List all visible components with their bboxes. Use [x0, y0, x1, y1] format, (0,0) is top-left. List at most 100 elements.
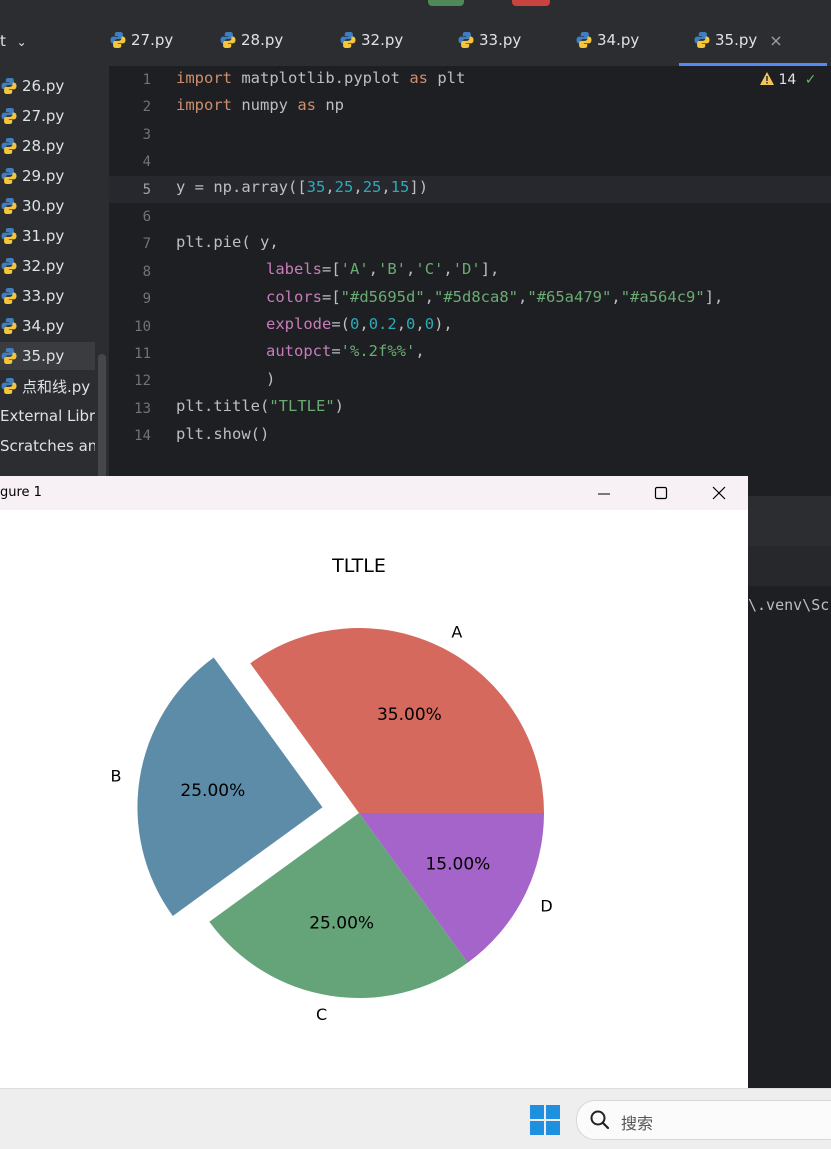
code-line-9: colors=["#d5695d","#5d8ca8","#65a479","#…	[266, 288, 723, 306]
run-indicator[interactable]	[428, 0, 464, 6]
minimize-button[interactable]	[584, 480, 624, 506]
code-line-5: y = np.array([35,25,25,15])	[176, 178, 428, 196]
editor-tab-bar: 27.py 28.py 32.py 33.py 34.py 35.py ×	[109, 14, 831, 67]
code-token: import	[176, 69, 232, 87]
stop-indicator[interactable]	[512, 0, 550, 6]
code-token: =[	[322, 260, 341, 278]
code-token: ,	[518, 288, 528, 306]
pie-slice-a	[250, 628, 544, 813]
code-token: "#5d8ca8"	[434, 288, 519, 306]
pie-pct-label: 25.00%	[309, 914, 374, 934]
maximize-icon	[654, 486, 668, 500]
current-line-highlight	[109, 176, 831, 203]
file-item[interactable]: 31.py	[0, 222, 95, 250]
python-file-icon	[0, 77, 18, 95]
code-token: 'B'	[378, 260, 407, 278]
line-number: 12	[134, 373, 151, 390]
code-token: 25	[334, 178, 354, 196]
file-name: 26.py	[22, 77, 65, 95]
code-token: as	[297, 96, 316, 114]
window-top-strip	[0, 0, 831, 14]
file-item[interactable]: 28.py	[0, 132, 95, 160]
file-item[interactable]: 30.py	[0, 192, 95, 220]
code-token: ,	[396, 315, 407, 333]
run-console: \.venv\Sc	[748, 496, 831, 1088]
close-icon	[712, 486, 726, 500]
python-file-icon	[109, 31, 127, 49]
editor-tab[interactable]: 27.py	[109, 14, 173, 66]
figure-titlebar[interactable]: gure 1	[0, 476, 748, 510]
code-token: ,	[325, 178, 335, 196]
code-token: labels	[266, 260, 322, 278]
pie-slice-d	[359, 813, 544, 963]
windows-logo-icon[interactable]	[530, 1105, 560, 1135]
code-token: 35	[306, 178, 326, 196]
pie-slice-b	[137, 657, 323, 916]
taskbar-search[interactable]: 搜索	[576, 1100, 831, 1140]
inspection-widget[interactable]: 14 ✓	[760, 72, 816, 88]
code-token: colors	[266, 288, 322, 306]
code-token: ],	[480, 260, 500, 278]
code-token: y = np.array([	[176, 178, 307, 196]
external-libraries-item[interactable]: External Librari	[0, 407, 95, 425]
file-name: 27.py	[22, 107, 65, 125]
editor-tab[interactable]: 28.py	[219, 14, 283, 66]
sidebar-scrollbar[interactable]	[98, 354, 106, 494]
project-header[interactable]: t ⌄	[0, 32, 27, 50]
python-file-icon	[0, 137, 18, 155]
file-item[interactable]: 27.py	[0, 102, 95, 130]
file-item[interactable]: 32.py	[0, 252, 95, 280]
code-token: ,	[353, 178, 363, 196]
scratches-item[interactable]: Scratches and C	[0, 437, 95, 455]
file-item[interactable]: 33.py	[0, 282, 95, 310]
code-editor[interactable]	[173, 66, 831, 476]
chart-title: TLTLE	[331, 555, 386, 577]
line-number: 2	[142, 99, 151, 116]
line-number: 3	[142, 126, 151, 143]
pie-category-label: D	[540, 896, 552, 915]
line-number: 13	[134, 400, 151, 417]
close-button[interactable]	[699, 480, 739, 506]
python-file-icon	[0, 167, 18, 185]
code-line-12: )	[266, 370, 276, 388]
pie-category-label: C	[316, 1005, 327, 1024]
line-number: 9	[142, 291, 151, 308]
line-gutter	[109, 66, 173, 476]
python-file-icon	[0, 287, 18, 305]
editor-tab[interactable]: 34.py	[575, 14, 639, 66]
code-token: 0	[350, 315, 360, 333]
file-item[interactable]: 29.py	[0, 162, 95, 190]
code-token: 15	[390, 178, 410, 196]
code-line-8: labels=['A','B','C','D'],	[266, 260, 499, 278]
line-number: 4	[142, 154, 151, 171]
pie-pct-label: 25.00%	[180, 781, 245, 801]
tab-label: 34.py	[597, 31, 640, 49]
line-number: 7	[142, 236, 151, 253]
python-file-icon	[0, 107, 18, 125]
code-token: matplotlib.pyplot	[232, 69, 410, 87]
code-token: plt.title(	[176, 397, 270, 415]
warning-count: 14	[778, 72, 797, 88]
python-file-icon	[0, 347, 18, 365]
editor-tab[interactable]: 33.py	[457, 14, 521, 66]
file-item[interactable]: 26.py	[0, 72, 95, 100]
editor-tab[interactable]: 32.py	[339, 14, 403, 66]
file-item[interactable]: 35.py	[0, 342, 95, 370]
maximize-button[interactable]	[641, 480, 681, 506]
check-icon: ✓	[804, 72, 817, 88]
editor-tab[interactable]: 35.py ×	[679, 14, 827, 66]
figure-title: gure 1	[0, 485, 42, 500]
file-item[interactable]: 点和线.py	[0, 372, 95, 400]
code-token: ,	[381, 178, 391, 196]
tab-close-icon[interactable]: ×	[769, 30, 783, 50]
figure-window: gure 1 TLTLE 35.00% A 25.00% B 25.00% C 15.00%…	[0, 476, 748, 1088]
code-token: import	[176, 96, 232, 114]
code-token: ])	[409, 178, 429, 196]
line-number: 8	[142, 263, 151, 280]
pie-category-label: A	[451, 623, 462, 642]
python-file-icon	[339, 31, 357, 49]
chevron-down-icon[interactable]: ⌄	[16, 35, 27, 49]
code-line-10: explode=(0,0.2,0,0),	[266, 315, 453, 333]
console-tabs	[748, 546, 831, 586]
file-item[interactable]: 34.py	[0, 312, 95, 340]
